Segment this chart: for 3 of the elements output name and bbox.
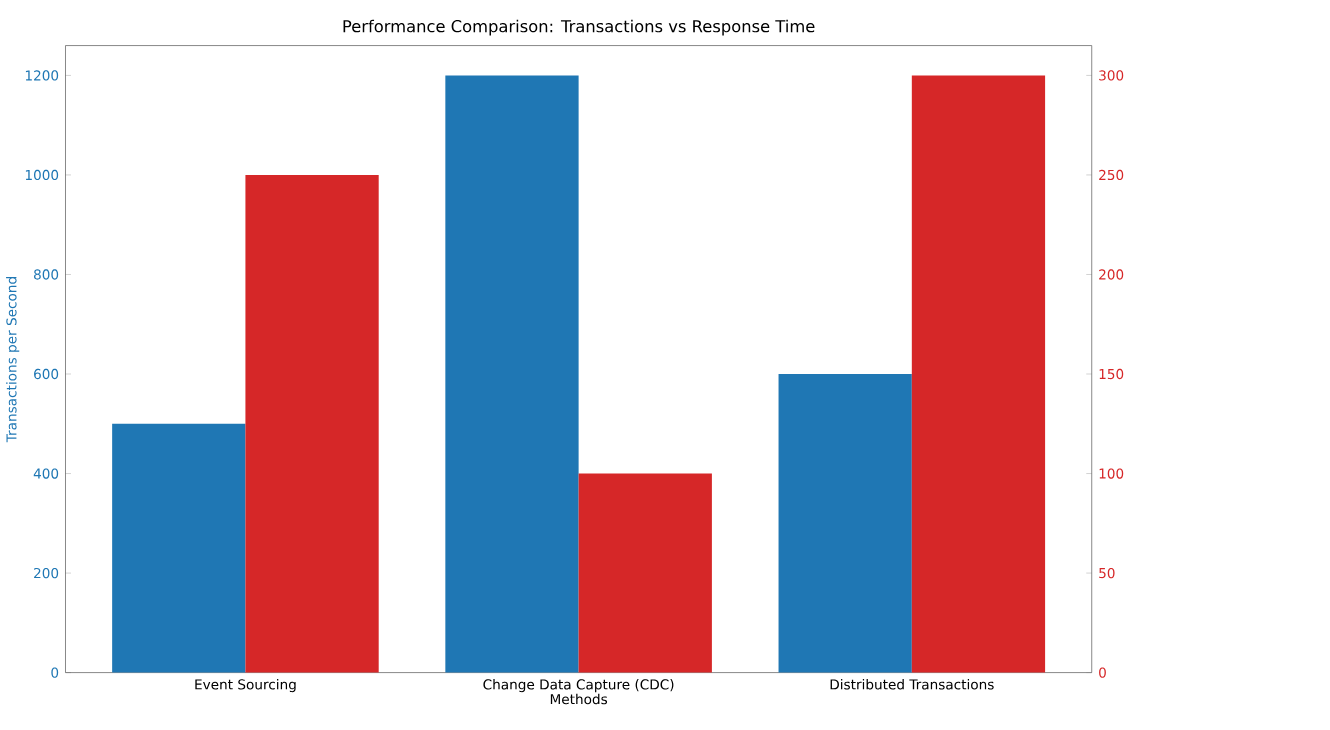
bar (911, 74, 1046, 673)
chart-title: Performance Comparison: Transactions vs Response Time (343, 19, 815, 36)
bar (445, 74, 579, 673)
